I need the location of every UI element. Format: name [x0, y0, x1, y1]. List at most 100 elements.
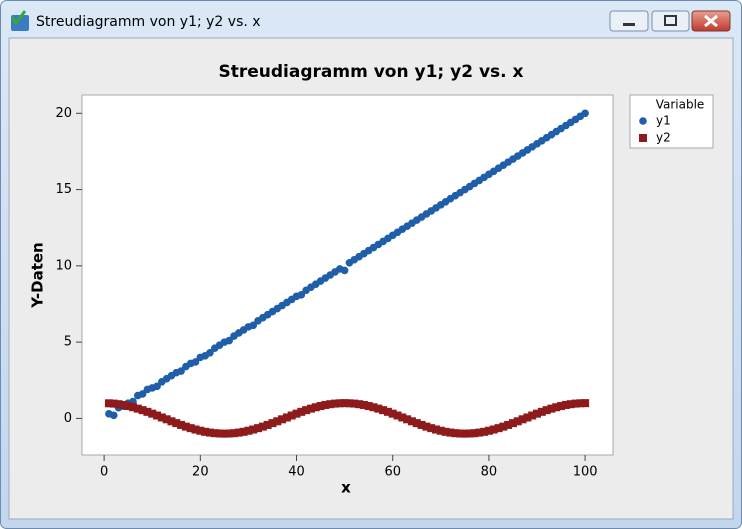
point [537, 407, 546, 416]
point [518, 415, 527, 424]
point [359, 400, 368, 409]
point [225, 336, 233, 345]
point [441, 427, 450, 436]
point [475, 428, 484, 437]
point [282, 413, 291, 422]
point [427, 424, 436, 433]
point [422, 422, 431, 431]
point [432, 425, 440, 434]
point [383, 407, 392, 416]
point [138, 390, 147, 398]
point [465, 429, 474, 438]
point [138, 406, 147, 415]
point [311, 403, 320, 412]
point [330, 399, 339, 408]
point [571, 399, 580, 408]
point [355, 400, 364, 409]
point [191, 358, 200, 366]
x-tick-label: 40 [288, 465, 305, 480]
y-tick-label: 20 [55, 106, 72, 121]
point [417, 420, 426, 429]
point [388, 409, 397, 418]
legend-label: y1 [656, 114, 671, 128]
point [542, 406, 551, 415]
point [316, 402, 325, 411]
point [460, 429, 469, 438]
point [104, 399, 113, 408]
point [533, 409, 542, 418]
x-axis-label: x [341, 479, 351, 497]
legend-marker [639, 134, 647, 142]
point [153, 382, 161, 391]
point [412, 419, 421, 428]
point [157, 413, 166, 422]
point [186, 424, 195, 433]
point [196, 426, 205, 435]
x-tick-label: 80 [481, 465, 498, 480]
y-axis-label: Y-Daten [29, 242, 47, 308]
point [205, 428, 214, 437]
point [278, 415, 287, 424]
y-tick-label: 0 [64, 411, 72, 426]
point [306, 404, 315, 413]
point [225, 429, 234, 438]
point [191, 425, 200, 434]
point [206, 348, 214, 357]
point [561, 400, 570, 409]
point [528, 411, 537, 420]
point [287, 411, 296, 420]
window-title: Streudiagramm von y1; y2 vs. x [36, 14, 261, 30]
point [239, 427, 248, 436]
point [297, 407, 306, 416]
point [480, 427, 489, 436]
point [407, 417, 416, 426]
point [446, 428, 455, 437]
point [249, 425, 258, 434]
point [302, 406, 311, 415]
point [345, 399, 354, 408]
point [581, 109, 589, 118]
point [340, 266, 349, 275]
point [181, 422, 190, 431]
point [398, 413, 407, 422]
maximize-button[interactable] [651, 10, 690, 32]
y-tick-label: 10 [55, 258, 72, 273]
minimize-button[interactable] [609, 10, 649, 32]
point [148, 409, 157, 418]
point [109, 411, 118, 420]
point [350, 399, 359, 408]
point [456, 429, 465, 438]
point [177, 367, 185, 375]
x-tick-label: 60 [384, 465, 401, 480]
point [508, 419, 517, 428]
close-button[interactable] [691, 10, 731, 32]
point [326, 400, 335, 409]
point [504, 420, 513, 429]
point [143, 407, 152, 416]
legend-marker [639, 117, 647, 125]
point [114, 400, 123, 409]
point [374, 404, 383, 413]
point [234, 428, 243, 437]
point [220, 429, 229, 438]
point [364, 402, 373, 411]
y-tick-label: 15 [55, 182, 72, 197]
y-tick-label: 5 [64, 335, 72, 350]
point [172, 419, 181, 428]
point [162, 415, 171, 424]
point [215, 429, 224, 438]
point [547, 404, 556, 413]
point [244, 426, 253, 435]
legend-title: Variable [656, 98, 705, 112]
point [494, 424, 503, 433]
point [470, 429, 479, 438]
point [292, 409, 301, 418]
point [167, 417, 176, 426]
legend-label: y2 [656, 131, 671, 145]
point [581, 399, 590, 408]
point [201, 427, 210, 436]
point [210, 429, 219, 438]
point [153, 411, 162, 420]
point [258, 422, 267, 431]
point [436, 426, 445, 435]
